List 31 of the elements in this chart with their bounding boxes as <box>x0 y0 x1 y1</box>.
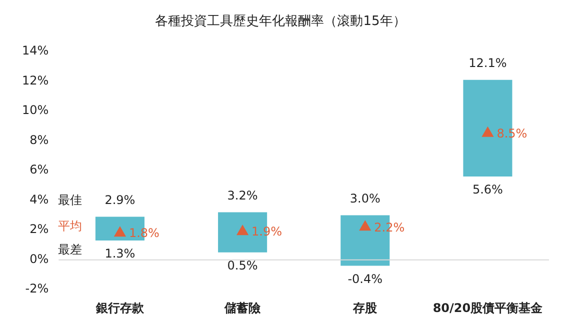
x-tick-label: 銀行存款 <box>94 300 145 315</box>
y-tick-label: 8% <box>30 132 49 147</box>
annotation: 最佳 <box>58 192 82 207</box>
y-tick-label: 10% <box>22 103 49 118</box>
y-tick-label: 4% <box>30 192 49 206</box>
y-tick-label: 6% <box>30 162 49 177</box>
x-tick-label: 80/20股債平衡基金 <box>432 300 544 315</box>
y-tick-label: 0% <box>30 252 49 266</box>
annotation: 5.6% <box>472 182 503 197</box>
annotation: 平均 <box>58 219 82 234</box>
annotation: 12.1% <box>468 56 507 70</box>
annotation: -0.4% <box>348 272 383 286</box>
data-label: 1.9% <box>252 224 282 239</box>
y-tick-label: 2% <box>30 222 49 236</box>
annotation: 2.9% <box>104 192 136 207</box>
annotation: 3.0% <box>350 191 380 206</box>
annotation: 1.3% <box>104 246 136 261</box>
x-tick-label: 儲蓄險 <box>224 300 262 315</box>
x-tick-label: 存股 <box>352 300 378 315</box>
y-tick-label: -2% <box>25 282 49 296</box>
data-label: 1.8% <box>128 226 160 240</box>
y-tick-label: 12% <box>22 73 49 88</box>
y-tick-label: 14% <box>22 44 49 58</box>
annotation: 3.2% <box>227 188 258 202</box>
annotation: 0.5% <box>227 258 258 273</box>
point <box>236 225 248 236</box>
chart-title: 各種投資工具歷史年化報酬率（滾動15年） <box>155 13 406 30</box>
point <box>482 126 494 137</box>
annotation: 最差 <box>58 242 82 257</box>
point <box>359 220 371 231</box>
point <box>114 226 126 237</box>
